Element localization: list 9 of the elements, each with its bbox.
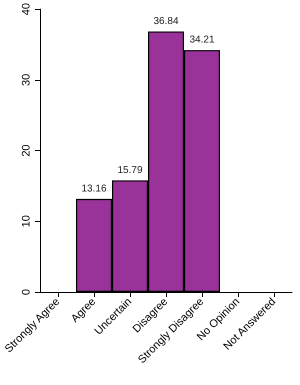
y-tick-label: 0 bbox=[20, 288, 32, 296]
data-label: 15.79 bbox=[117, 164, 143, 176]
data-label: 13.16 bbox=[81, 183, 107, 194]
data-label: 36.84 bbox=[153, 16, 179, 27]
y-tick-label: 40 bbox=[20, 2, 32, 16]
y-tick-label: 10 bbox=[20, 215, 32, 228]
data-label: 34.21 bbox=[189, 34, 215, 46]
y-tick-label: 20 bbox=[20, 144, 32, 157]
y-tick-label: 30 bbox=[20, 74, 32, 86]
